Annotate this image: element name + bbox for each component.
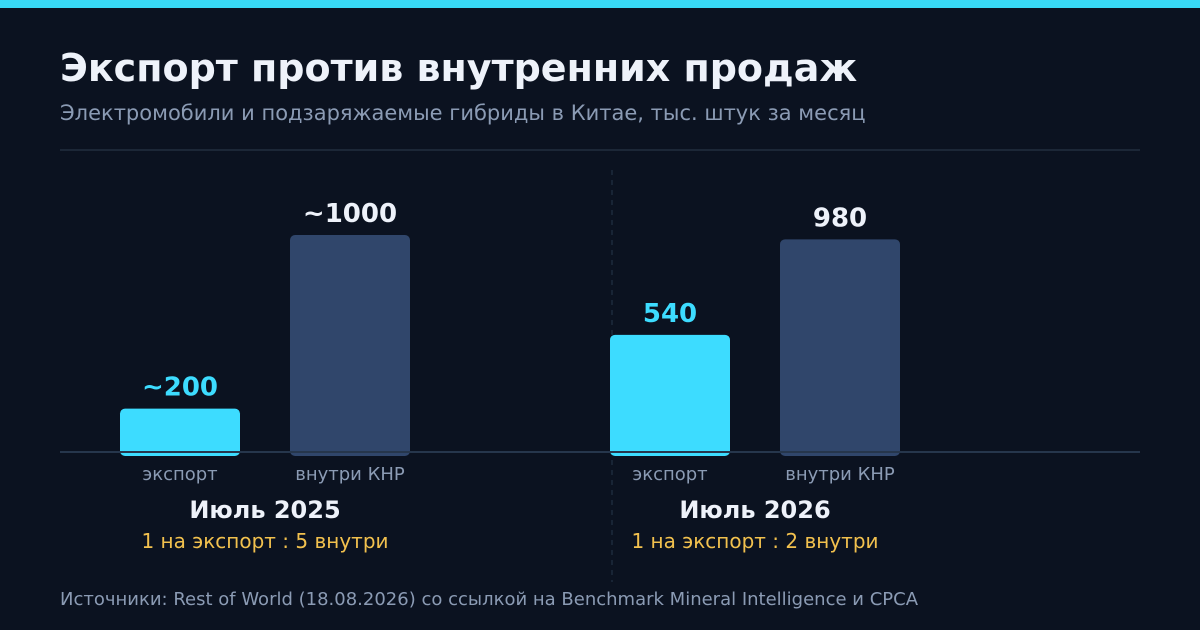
group-label-2: Июль 2026 bbox=[679, 496, 830, 524]
source-note: Источники: Rest of World (18.08.2026) со… bbox=[60, 589, 919, 610]
category-label-export-1: экспорт bbox=[142, 464, 217, 485]
bar-export-1 bbox=[120, 408, 240, 456]
group-label-1: Июль 2025 bbox=[189, 496, 340, 524]
bar-domestic-1 bbox=[290, 235, 410, 456]
data-label-export-1: ~200 bbox=[142, 373, 218, 403]
ratio-label-2: 1 на экспорт : 2 внутри bbox=[631, 529, 878, 553]
header-divider bbox=[60, 149, 1140, 151]
data-label-export-2: 540 bbox=[643, 299, 697, 329]
bar-export-2 bbox=[610, 334, 730, 456]
category-label-domestic-2: внутри КНР bbox=[785, 464, 895, 485]
category-label-export-2: экспорт bbox=[632, 464, 707, 485]
chart-subtitle: Электромобили и подзаряжаемые гибриды в … bbox=[60, 101, 866, 125]
bar-domestic-2 bbox=[780, 239, 900, 456]
top-accent-bar bbox=[0, 0, 1200, 8]
chart-title: Экспорт против внутренних продаж bbox=[60, 46, 858, 90]
data-label-domestic-1: ~1000 bbox=[303, 199, 397, 229]
data-label-domestic-2: 980 bbox=[813, 203, 867, 233]
ratio-label-1: 1 на экспорт : 5 внутри bbox=[141, 529, 388, 553]
category-label-domestic-1: внутри КНР bbox=[295, 464, 405, 485]
